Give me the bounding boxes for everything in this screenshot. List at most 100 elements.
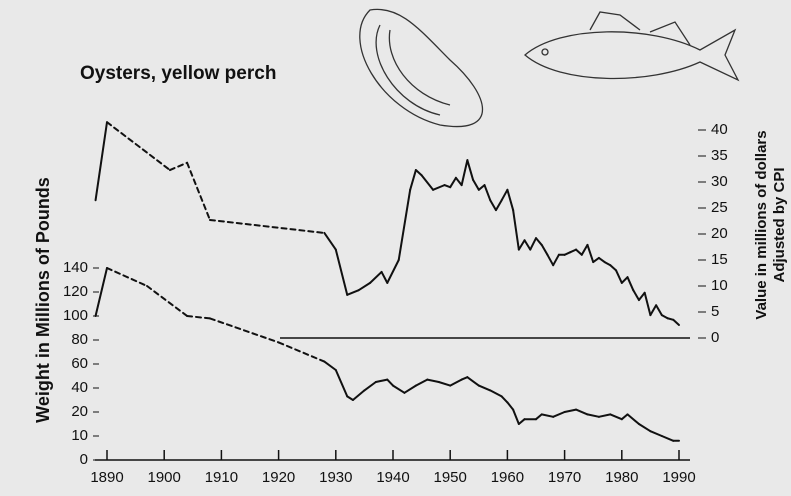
line-segment <box>380 270 389 284</box>
line-segment <box>186 161 211 221</box>
y-tick-label: 40 <box>71 379 88 396</box>
line-segment <box>443 184 452 189</box>
line-segment <box>208 218 326 234</box>
line-segment <box>397 188 412 261</box>
line-segment <box>609 413 623 421</box>
y2-tick-label: 5 <box>711 303 719 320</box>
line-segment <box>414 378 429 387</box>
x-tick-label: 1930 <box>319 469 352 486</box>
line-segment <box>563 251 572 256</box>
line-segment <box>643 291 652 317</box>
line-segment <box>615 269 623 284</box>
line-segment <box>94 267 108 317</box>
line-segment <box>603 261 612 267</box>
line-segment <box>586 243 595 264</box>
x-tick-label: 1920 <box>262 469 295 486</box>
line-segment <box>351 389 366 401</box>
line-segment <box>374 378 389 383</box>
line-segment <box>597 256 606 264</box>
y2-tick-label: 20 <box>711 225 728 242</box>
line-segment <box>392 384 406 394</box>
line-segment <box>460 376 469 381</box>
line-segment <box>94 121 108 202</box>
line-segment <box>500 395 509 404</box>
line-segment <box>506 188 515 212</box>
line-segment <box>466 159 475 181</box>
y-tick-label: 140 <box>63 259 88 276</box>
y2-axis-label: Value in millions of dollars <box>753 130 770 319</box>
line-segment <box>563 408 578 413</box>
line-segment <box>489 199 497 212</box>
line-segment <box>437 381 452 387</box>
line-segment <box>346 289 360 296</box>
line-segment <box>626 413 640 425</box>
x-tick-label: 1970 <box>548 469 581 486</box>
line-segment <box>323 360 337 371</box>
line-segment <box>477 384 492 392</box>
line-segment <box>477 184 486 191</box>
y2-axis-label: Adjusted by CPI <box>771 167 788 282</box>
y2-tick-label: 35 <box>711 147 728 164</box>
line-segment <box>506 401 515 411</box>
line-segment <box>346 395 354 401</box>
line-segment <box>106 121 171 172</box>
line-segment <box>540 243 549 256</box>
x-tick-label: 1950 <box>434 469 467 486</box>
y-axis-label: Weight in Millions of Pounds <box>33 177 53 423</box>
x-tick-label: 1990 <box>662 469 695 486</box>
line-segment <box>637 423 652 433</box>
line-segment <box>500 188 509 202</box>
x-tick-label: 1910 <box>205 469 238 486</box>
line-segment <box>414 169 423 177</box>
line-segment <box>575 408 589 416</box>
line-segment <box>529 237 537 251</box>
line-segment <box>597 413 612 418</box>
line-segment <box>208 317 280 344</box>
line-segment <box>420 174 435 191</box>
line-segment <box>512 408 520 425</box>
line-segment <box>632 289 640 302</box>
line-segment <box>323 231 337 251</box>
line-segment <box>626 276 635 292</box>
line-segment <box>494 199 503 212</box>
line-segment <box>517 239 526 251</box>
line-segment <box>649 304 658 317</box>
y2-tick-label: 0 <box>711 329 719 346</box>
line-segment <box>106 267 149 287</box>
line-segment <box>569 248 578 254</box>
line-segment <box>512 209 520 251</box>
line-segment <box>369 270 383 284</box>
line-segment <box>334 248 349 296</box>
y2-tick-label: 15 <box>711 251 728 268</box>
y-tick-label: 120 <box>63 283 88 300</box>
y-tick-label: 20 <box>71 403 88 420</box>
y2-tick-label: 30 <box>711 173 728 190</box>
x-tick-label: 1940 <box>376 469 409 486</box>
line-segment <box>535 237 543 246</box>
y-tick-label: 0 <box>80 451 88 468</box>
line-segment <box>432 184 446 191</box>
line-segment <box>535 413 543 421</box>
line-segment <box>460 159 469 187</box>
line-segment <box>483 184 492 202</box>
line-segment <box>363 381 377 392</box>
line-segment <box>660 314 669 320</box>
line-segment <box>523 239 532 251</box>
line-segment <box>146 285 189 317</box>
line-segment <box>426 378 440 383</box>
line-segment <box>403 384 417 394</box>
line-segment <box>517 418 526 425</box>
y-tick-label: 100 <box>63 307 88 324</box>
x-tick-label: 1960 <box>491 469 524 486</box>
y-tick-label: 10 <box>71 427 88 444</box>
line-segment <box>334 369 349 398</box>
y-tick-label: 60 <box>71 355 88 372</box>
line-segment <box>637 291 646 302</box>
line-segment <box>409 169 417 191</box>
line-segment <box>472 178 480 191</box>
line-segment <box>540 413 555 418</box>
x-tick-label: 1980 <box>605 469 638 486</box>
line-segment <box>454 176 463 187</box>
line-segment <box>546 253 555 267</box>
line-segment <box>609 264 618 272</box>
